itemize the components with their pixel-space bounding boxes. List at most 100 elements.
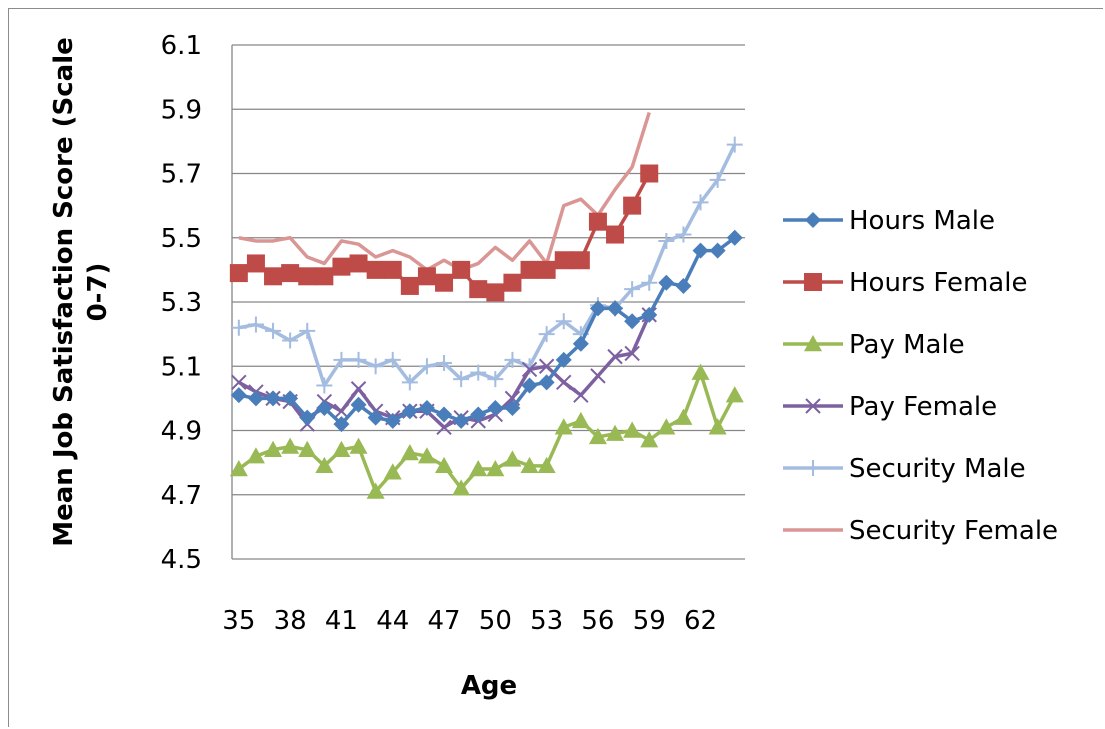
y-tick-label: 6.1 — [161, 31, 202, 61]
data-point — [557, 375, 571, 389]
x-tick-label: 53 — [530, 606, 563, 636]
data-point — [384, 261, 402, 279]
data-point — [572, 251, 590, 269]
y-tick-label: 4.5 — [161, 545, 202, 575]
x-tick-label: 56 — [581, 606, 614, 636]
data-point — [350, 438, 368, 454]
data-point — [248, 316, 264, 332]
data-point — [623, 197, 641, 215]
data-point — [555, 251, 573, 269]
x-axis-ticks: 35 38 41 44 47 50 53 56 59 62 — [222, 606, 717, 636]
data-point — [606, 226, 624, 244]
series-group — [230, 112, 744, 498]
data-point — [469, 280, 487, 298]
legend-label: Hours Female — [849, 268, 1027, 298]
data-point — [623, 422, 641, 438]
legend-marker — [805, 460, 821, 476]
data-point — [265, 323, 281, 339]
data-point — [658, 275, 674, 291]
series-line — [239, 145, 735, 386]
y-tick-label: 5.9 — [161, 95, 202, 125]
data-point — [282, 333, 298, 349]
data-point — [574, 388, 588, 402]
x-axis-title: Age — [461, 671, 517, 701]
data-point — [435, 457, 453, 473]
data-point — [368, 358, 384, 374]
x-tick-label: 44 — [376, 606, 409, 636]
gridlines — [232, 45, 745, 559]
data-point — [231, 387, 247, 403]
legend-label: Security Male — [849, 454, 1026, 484]
y-axis-ticks: 4.5 4.7 4.9 5.1 5.3 5.5 5.7 5.9 6.1 — [161, 31, 202, 575]
legend-label: Pay Male — [849, 330, 965, 360]
data-point — [401, 277, 419, 295]
x-tick-label: 47 — [427, 606, 460, 636]
x-tick-label: 62 — [684, 606, 717, 636]
data-point — [367, 261, 385, 279]
data-point — [658, 233, 674, 249]
data-point — [589, 213, 607, 231]
data-point — [352, 382, 366, 396]
data-point — [332, 258, 350, 276]
data-point — [401, 444, 419, 460]
x-tick-label: 38 — [274, 606, 307, 636]
x-tick-label: 35 — [222, 606, 255, 636]
data-point — [230, 264, 248, 282]
data-point — [350, 254, 368, 272]
legend-item: Pay Female — [783, 392, 997, 422]
data-point — [727, 137, 743, 153]
data-point — [709, 418, 727, 434]
y-tick-label: 5.5 — [161, 224, 202, 254]
data-point — [503, 274, 521, 292]
y-axis-title-line-2: 0-7) — [83, 263, 113, 322]
y-tick-label: 5.7 — [161, 160, 202, 190]
legend-item: Security Male — [783, 454, 1026, 484]
data-point — [538, 261, 556, 279]
y-tick-label: 5.3 — [161, 288, 202, 318]
data-point — [487, 400, 503, 416]
y-axis-title-line-2-text: 0-7) — [83, 263, 113, 322]
legend-label: Hours Male — [849, 206, 995, 236]
y-tick-label: 5.1 — [161, 352, 202, 382]
data-point — [503, 450, 521, 466]
data-point — [470, 365, 486, 381]
data-point — [315, 267, 333, 285]
x-tick-label: 50 — [479, 606, 512, 636]
data-point — [640, 165, 658, 183]
legend-item: Pay Male — [783, 330, 965, 360]
y-tick-label: 4.7 — [161, 481, 202, 511]
legend-marker — [805, 212, 821, 228]
y-axis-title-line-1: Mean Job Satisfaction Score (Scale — [49, 37, 79, 547]
x-tick-label: 59 — [633, 606, 666, 636]
y-axis-title: Mean Job Satisfaction Score (Scale — [49, 37, 79, 547]
data-point — [486, 283, 504, 301]
data-point — [453, 413, 469, 429]
series-security-male — [231, 137, 743, 394]
data-point — [419, 400, 435, 416]
data-point — [418, 267, 436, 285]
data-point — [299, 323, 315, 339]
y-tick-label: 4.9 — [161, 417, 202, 447]
series-hours-female — [230, 165, 658, 302]
data-point — [674, 409, 692, 425]
data-point — [231, 320, 247, 336]
data-point — [351, 352, 367, 368]
legend-item: Hours Male — [783, 206, 995, 236]
legend: Hours Male Hours Female Pay Male Pay Female… — [783, 206, 1058, 546]
data-point — [435, 274, 453, 292]
data-point — [264, 267, 282, 285]
data-point — [591, 369, 605, 383]
data-point — [726, 386, 744, 402]
data-point — [657, 418, 675, 434]
legend-item: Hours Female — [783, 268, 1027, 298]
data-point — [675, 227, 691, 243]
data-point — [675, 278, 691, 294]
data-point — [281, 438, 299, 454]
data-point — [521, 261, 539, 279]
data-point — [641, 275, 657, 291]
x-tick-label: 41 — [325, 606, 358, 636]
data-point — [298, 267, 316, 285]
legend-item: Security Female — [783, 516, 1058, 546]
series-pay-male — [230, 364, 744, 499]
